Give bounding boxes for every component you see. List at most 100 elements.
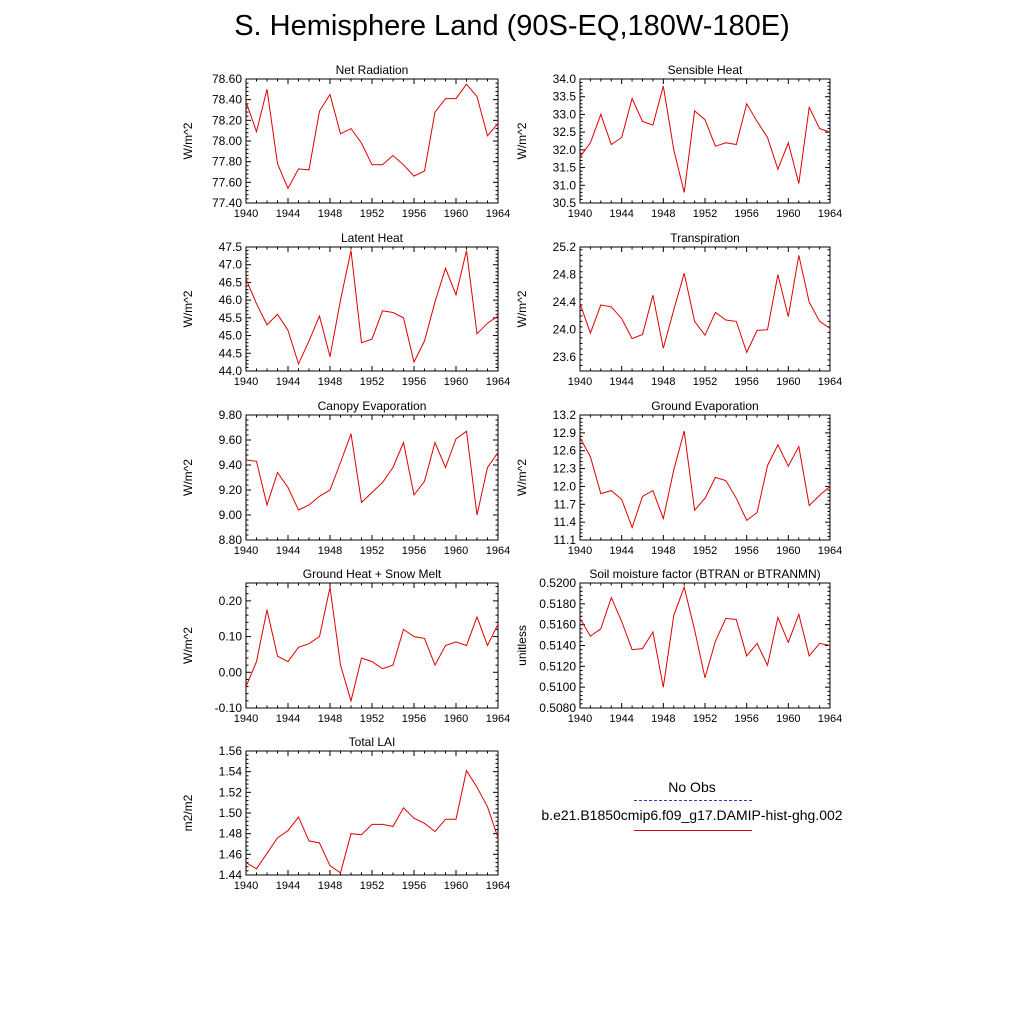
y-tick-label: -0.10	[215, 701, 243, 715]
plot-frame	[579, 246, 831, 372]
y-tick-label: 1.56	[219, 744, 243, 758]
plot-frame	[579, 414, 831, 541]
x-tick-label: 1940	[234, 376, 258, 388]
y-tick-label: 0.20	[219, 594, 243, 608]
plot-frame	[245, 582, 499, 709]
x-tick-label: 1952	[360, 880, 384, 892]
chart-soil-moisture-factor-btran-or-btranmn: 1940 1944 1948 1952 1956 1960 1964 0.5080 0.5100…	[515, 567, 842, 725]
x-tick-label: 1944	[609, 545, 633, 557]
y-tick-label: 0.5200	[539, 576, 576, 590]
y-tick-label: 78.40	[212, 93, 242, 107]
x-tick-label: 1940	[568, 376, 592, 388]
y-tick-label: 9.00	[219, 508, 243, 522]
x-tick-label: 1956	[402, 545, 426, 557]
y-tick-label: 78.60	[212, 72, 242, 86]
y-tick-label: 0.5160	[539, 618, 576, 632]
x-tick-label: 1952	[693, 376, 717, 388]
y-axis-label: W/m^2	[181, 459, 195, 496]
series-line	[245, 587, 499, 703]
y-tick-label: 9.40	[219, 458, 243, 472]
x-tick-label: 1948	[651, 208, 675, 220]
x-tick-label: 1940	[234, 880, 258, 892]
y-axis-label: m2/m2	[181, 794, 195, 831]
legend-model-line	[634, 830, 752, 831]
x-tick-label: 1948	[318, 713, 342, 725]
chart-title: Net Radiation	[336, 63, 409, 77]
x-tick-label: 1964	[818, 376, 842, 388]
plot-frame	[579, 78, 831, 204]
y-tick-label: 0.00	[219, 665, 243, 679]
plot-frame	[245, 78, 499, 204]
y-tick-label: 77.60	[212, 175, 242, 189]
x-tick-label: 1960	[776, 545, 800, 557]
plot-frame	[245, 246, 499, 372]
y-tick-label: 25.2	[553, 240, 577, 254]
y-tick-label: 44.0	[219, 364, 243, 378]
plot-frame	[579, 582, 831, 709]
x-tick-label: 1964	[818, 545, 842, 557]
y-tick-label: 1.54	[219, 765, 243, 779]
chart-ground-heat-snow-melt: 1940 1944 1948 1952 1956 1960 1964 -0.10 0.00 0.1…	[181, 567, 510, 725]
y-tick-label: 12.3	[553, 462, 577, 476]
chart-title: Ground Heat + Snow Melt	[303, 567, 442, 581]
y-tick-label: 11.4	[554, 515, 577, 529]
y-tick-label: 9.20	[219, 483, 243, 497]
x-tick-label: 1940	[568, 545, 592, 557]
y-axis-label: W/m^2	[181, 122, 195, 159]
y-tick-label: 9.80	[219, 408, 243, 422]
x-tick-label: 1964	[486, 376, 510, 388]
y-tick-label: 77.40	[212, 196, 242, 210]
x-tick-label: 1944	[609, 208, 633, 220]
chart-canopy-evaporation: 1940 1944 1948 1952 1956 1960 1964 8.80 9.00 9.20…	[181, 399, 510, 557]
series-line	[245, 83, 499, 190]
y-tick-label: 32.0	[553, 143, 577, 157]
x-tick-label: 1940	[234, 713, 258, 725]
y-tick-label: 1.48	[219, 827, 243, 841]
chart-transpiration: 1940 1944 1948 1952 1956 1960 1964 23.6 24.0 24.4…	[515, 231, 842, 388]
chart-net-radiation: 1940 1944 1948 1952 1956 1960 1964 77.40 77.60 77…	[181, 63, 510, 220]
x-tick-label: 1944	[276, 376, 300, 388]
chart-total-lai: 1940 1944 1948 1952 1956 1960 1964 1.44 1.46 1.48…	[181, 735, 510, 892]
y-tick-label: 45.5	[219, 311, 243, 325]
series-line	[579, 85, 831, 193]
x-tick-label: 1956	[734, 713, 758, 725]
y-tick-label: 44.5	[219, 346, 243, 360]
x-tick-label: 1948	[318, 376, 342, 388]
y-tick-label: 24.4	[553, 295, 577, 309]
x-tick-label: 1952	[360, 713, 384, 725]
y-tick-label: 9.60	[219, 433, 243, 447]
x-tick-label: 1964	[486, 545, 510, 557]
x-tick-label: 1964	[486, 208, 510, 220]
y-tick-label: 24.8	[553, 268, 577, 282]
x-tick-label: 1956	[402, 713, 426, 725]
x-tick-label: 1944	[609, 376, 633, 388]
x-tick-label: 1960	[776, 713, 800, 725]
x-tick-label: 1960	[444, 208, 468, 220]
y-axis-label: W/m^2	[515, 459, 529, 496]
y-tick-label: 30.5	[553, 196, 577, 210]
y-tick-label: 23.6	[553, 350, 577, 364]
page-title: S. Hemisphere Land (90S-EQ,180W-180E)	[234, 10, 790, 42]
x-tick-label: 1944	[276, 545, 300, 557]
chart-title: Ground Evaporation	[651, 399, 758, 413]
y-tick-label: 1.46	[219, 847, 243, 861]
series-line	[579, 430, 831, 530]
y-tick-label: 78.00	[212, 134, 242, 148]
y-tick-label: 1.50	[219, 806, 243, 820]
series-line	[579, 585, 831, 688]
x-tick-label: 1960	[444, 713, 468, 725]
x-tick-label: 1964	[818, 208, 842, 220]
y-tick-label: 78.20	[212, 113, 242, 127]
x-tick-label: 1960	[444, 880, 468, 892]
y-axis-label: W/m^2	[181, 627, 195, 664]
y-tick-label: 34.0	[553, 72, 577, 86]
y-tick-label: 12.0	[553, 479, 577, 493]
legend-model-label: b.e21.B1850cmip6.f09_g17.DAMIP-hist-ghg.…	[541, 807, 843, 823]
series-line	[245, 250, 499, 366]
y-tick-label: 47.5	[219, 240, 243, 254]
x-tick-label: 1956	[734, 208, 758, 220]
y-tick-label: 0.5180	[539, 597, 576, 611]
x-tick-label: 1944	[276, 208, 300, 220]
x-tick-label: 1948	[318, 208, 342, 220]
x-tick-label: 1952	[360, 376, 384, 388]
